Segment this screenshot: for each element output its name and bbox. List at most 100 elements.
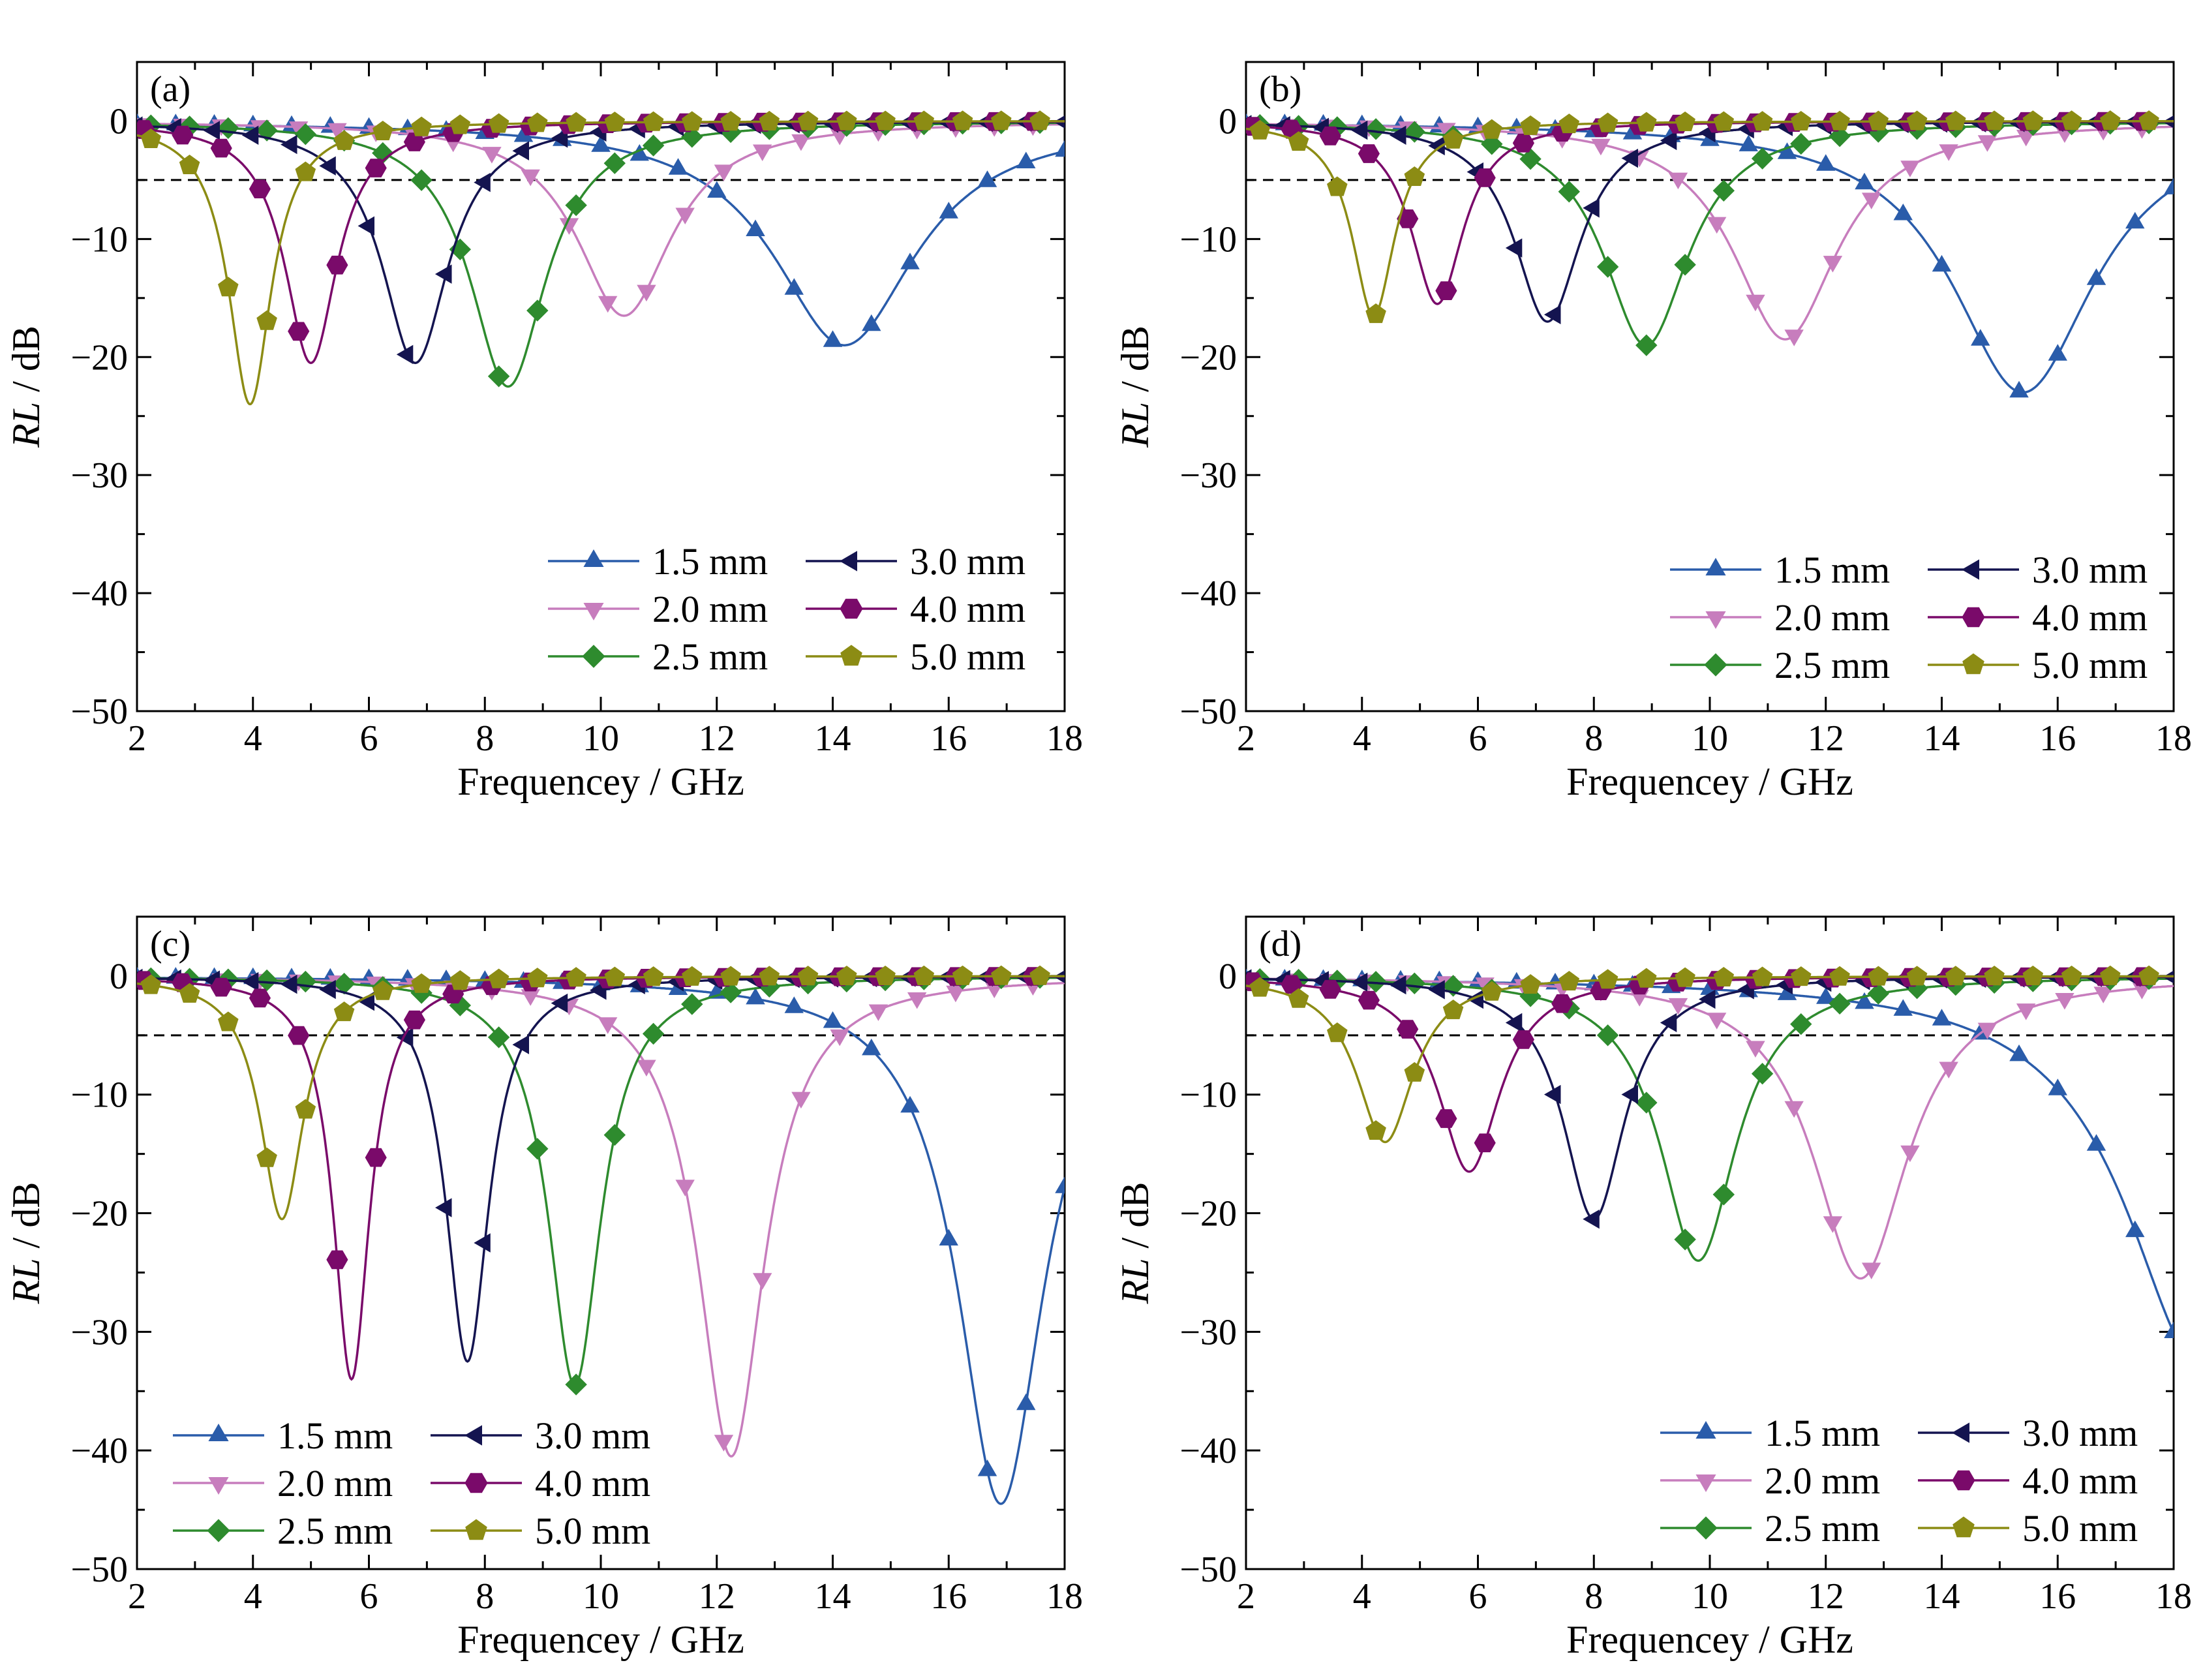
x-tick-label: 14 [1924,718,1960,759]
data-point [682,111,703,131]
legend-marker [464,1425,482,1446]
data-point [1713,111,1735,131]
data-point [1829,992,1851,1015]
x-tick-label: 4 [1353,718,1371,759]
data-point [327,123,347,140]
legend-label: 4.0 mm [2022,1459,2138,1502]
y-tick-label: −20 [70,1194,128,1234]
y-tick-label: −40 [1179,573,1237,614]
legend-marker [464,1473,488,1493]
data-point [1939,1061,1958,1079]
x-tick-label: 12 [1808,718,1844,759]
data-point [249,179,271,198]
data-point [1365,303,1386,324]
data-point [1358,144,1380,163]
data-point [642,134,665,157]
x-axis-title: Frequencey / GHz [1566,760,1853,803]
data-point [1635,334,1658,356]
legend-marker [465,1519,487,1540]
data-point [565,194,587,217]
series-line-20mm [137,122,1065,317]
panel-b: 2 4 6 8 10 12 14 16 18 0 −10 −20 −30 −40 −50 Frequencey… [1114,61,2192,803]
data-point [357,216,374,236]
data-point [720,111,741,131]
data-point [218,1011,239,1031]
data-point [1977,1022,1998,1040]
y-axis-title-var: RL [5,402,48,448]
series-group [1246,965,2174,1338]
data-point [952,110,973,130]
data-point [1558,971,1580,991]
data-point [434,1198,452,1217]
data-point [551,129,568,148]
data-point [474,172,491,192]
x-tick-label: 6 [1469,1576,1487,1617]
x-tick-label: 8 [476,1576,494,1617]
data-point [1404,1061,1425,1082]
data-point [681,993,703,1015]
data-point [1055,1176,1065,1193]
series-line-15mm [1246,123,2174,394]
y-axis-title-var: RL [1114,1258,1157,1304]
data-point [527,968,548,988]
data-point [2022,110,2044,130]
data-point [2061,965,2082,985]
series-line-25mm [1246,977,2174,1262]
data-point [1442,129,1464,149]
data-point [1596,256,1619,278]
data-point [140,128,162,148]
data-point [784,278,804,295]
data-point [1777,142,1797,159]
data-point [1519,147,1542,170]
y-tick-label: 0 [1219,956,1237,997]
panel-label: (c) [150,924,190,964]
data-point [1404,166,1425,186]
x-tick-label: 2 [128,718,146,759]
legend-label: 1.5 mm [1765,1412,1880,1454]
y-axis-title: RL / dB [5,1182,48,1305]
x-tick-label: 16 [2039,718,2076,759]
data-point [1016,1393,1036,1411]
data-point [565,1373,587,1396]
y-tick-label: −20 [1179,337,1237,378]
data-point [1784,1101,1804,1118]
panel-label: (a) [150,69,190,110]
data-point [512,1035,529,1054]
series-group [137,110,1065,406]
data-point [1591,138,1611,156]
series-line-25mm [137,976,1065,1386]
legend-marker [1705,611,1726,630]
data-point [1867,983,1890,1005]
data-point [527,112,548,132]
data-point [1984,966,2005,986]
data-point [603,152,626,174]
data-point [642,1022,665,1045]
x-tick-label: 2 [1237,1576,1255,1617]
legend-label: 3.0 mm [2032,549,2148,591]
data-point [1790,132,1812,155]
data-point [1481,981,1502,1001]
x-tick-label: 12 [1808,1576,1844,1617]
legend-marker [1704,653,1727,677]
series-line-30mm [1246,120,2174,323]
data-point [746,219,765,236]
series-line-40mm [137,975,1065,1381]
legend-label: 2.5 mm [1765,1507,1880,1550]
x-tick-label: 8 [1585,718,1603,759]
data-point [1350,120,1368,140]
data-point [707,181,727,198]
data-point [1932,1009,1952,1026]
x-axis-title: Frequencey / GHz [1566,1618,1853,1661]
data-point [1829,966,1850,986]
data-point [830,1029,849,1046]
legend-label: 5.0 mm [2022,1507,2138,1550]
data-point [1597,112,1618,132]
data-point [1327,1022,1348,1043]
data-point [1397,209,1419,228]
legend-marker [582,645,605,668]
data-point [1660,1013,1677,1033]
data-point [294,123,317,145]
x-tick-label: 18 [2155,1576,2192,1617]
series-line-25mm [137,121,1065,388]
